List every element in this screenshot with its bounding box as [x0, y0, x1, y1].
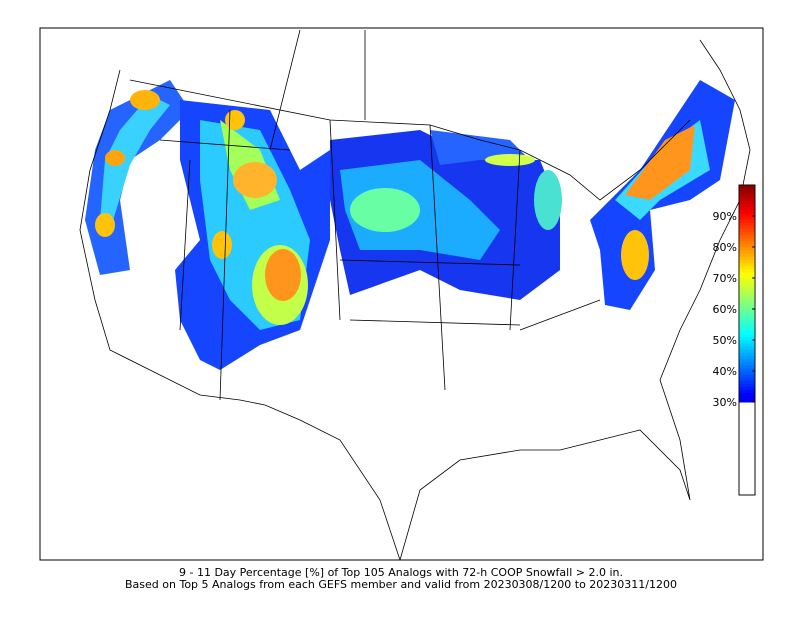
- colorbar-swatch: [739, 228, 755, 232]
- colorbar-swatch: [739, 284, 755, 288]
- snow-area: [621, 230, 649, 280]
- snow-area: [534, 170, 562, 230]
- colorbar-swatch: [739, 203, 755, 208]
- colorbar-tick-label: 80%: [713, 241, 737, 254]
- snow-area: [225, 110, 245, 130]
- colorbar-tick-label: 30%: [713, 396, 737, 409]
- snow-area: [95, 213, 115, 237]
- colorbar-swatch: [739, 222, 755, 226]
- colorbar-swatch: [739, 398, 755, 403]
- colorbar-swatch: [739, 188, 755, 192]
- colorbar-swatch: [739, 247, 755, 251]
- colorbar-swatch: [739, 299, 755, 304]
- colorbar-swatch: [739, 265, 755, 270]
- colorbar-swatch: [739, 312, 755, 316]
- colorbar-swatch: [739, 340, 755, 344]
- colorbar-swatch: [739, 253, 755, 257]
- colorbar-swatch: [739, 352, 755, 356]
- colorbar-swatch: [739, 386, 755, 391]
- colorbar-swatch: [739, 185, 755, 189]
- state-line: [159, 29, 601, 401]
- colorbar-swatch: [739, 216, 755, 220]
- colorbar-swatch: [739, 281, 755, 285]
- colorbar-swatch: [739, 206, 755, 211]
- colorbar-swatch: [739, 197, 755, 201]
- colorbar-swatch: [739, 327, 755, 332]
- colorbar-swatch: [739, 371, 755, 375]
- colorbar-swatch: [739, 395, 755, 400]
- colorbar-swatch: [739, 361, 755, 366]
- colorbar-swatch: [739, 330, 755, 335]
- colorbar-swatch: [739, 346, 755, 350]
- colorbar-tick-label: 70%: [713, 272, 737, 285]
- colorbar-swatch: [739, 377, 755, 381]
- west-coast: [79, 69, 401, 560]
- colorbar-swatch: [739, 240, 755, 245]
- colorbar-swatch: [739, 219, 755, 223]
- colorbar-swatch: [739, 318, 755, 322]
- boundaries: [79, 29, 751, 560]
- colorbar-swatch: [739, 293, 755, 298]
- colorbar-swatch: [739, 256, 755, 260]
- colorbar-swatch: [739, 389, 755, 394]
- snow-area: [233, 162, 277, 198]
- colorbar-swatch: [739, 271, 755, 276]
- colorbar-swatch: [739, 305, 755, 310]
- colorbar-swatch: [739, 383, 755, 387]
- snow-area: [625, 125, 695, 200]
- colorbar-swatch: [739, 374, 755, 378]
- colorbar-swatch: [739, 231, 755, 236]
- snow-area: [130, 90, 160, 110]
- east-coast: [399, 39, 751, 560]
- colorbar-swatch: [739, 200, 755, 205]
- caption: 9 - 11 Day Percentage [%] of Top 105 Ana…: [179, 566, 623, 579]
- colorbar-swatch: [739, 302, 755, 307]
- colorbar-swatch: [739, 321, 755, 325]
- colorbar-swatch: [739, 243, 755, 248]
- colorbar-swatch: [739, 225, 755, 229]
- colorbar-swatch: [739, 268, 755, 273]
- caption: Based on Top 5 Analogs from each GEFS me…: [125, 578, 677, 591]
- snow-area: [212, 231, 232, 259]
- colorbar-swatch: [739, 274, 755, 279]
- colorbar-swatch: [739, 262, 755, 267]
- colorbar-swatch: [739, 237, 755, 242]
- colorbar-swatch: [739, 343, 755, 347]
- colorbar-swatch: [739, 278, 755, 282]
- colorbar-swatch: [739, 367, 755, 372]
- colorbar-swatch: [739, 234, 755, 239]
- colorbar-swatch: [739, 315, 755, 319]
- snow-area: [350, 188, 420, 232]
- colorbar-swatch: [739, 392, 755, 397]
- colorbar-swatch: [739, 287, 755, 291]
- snow-area: [105, 150, 125, 166]
- colorbar-tick-label: 50%: [713, 334, 737, 347]
- colorbar-swatch: [739, 209, 755, 214]
- colorbar-swatch: [739, 290, 755, 294]
- colorbar-swatch: [739, 250, 755, 254]
- colorbar-tick-label: 60%: [713, 303, 737, 316]
- colorbar-swatch: [739, 349, 755, 353]
- colorbar-swatch: [739, 296, 755, 301]
- colorbar-swatch: [739, 212, 755, 217]
- colorbar-swatch: [739, 336, 755, 341]
- colorbar-swatch: [739, 194, 755, 198]
- colorbar-swatch: [739, 324, 755, 329]
- colorbar-swatch: [739, 309, 755, 313]
- colorbar-swatch: [739, 380, 755, 384]
- colorbar-swatch: [739, 191, 755, 195]
- colorbar-swatch: [739, 259, 755, 263]
- snow-area: [265, 249, 301, 301]
- colorbar-swatch: [739, 355, 755, 360]
- snow-area: [100, 95, 170, 230]
- colorbar-tick-label: 40%: [713, 365, 737, 378]
- colorbar-swatch: [739, 333, 755, 338]
- colorbar-swatch: [739, 364, 755, 369]
- colorbar-tick-label: 90%: [713, 210, 737, 223]
- colorbar-swatch: [739, 358, 755, 363]
- snow-area: [485, 154, 535, 166]
